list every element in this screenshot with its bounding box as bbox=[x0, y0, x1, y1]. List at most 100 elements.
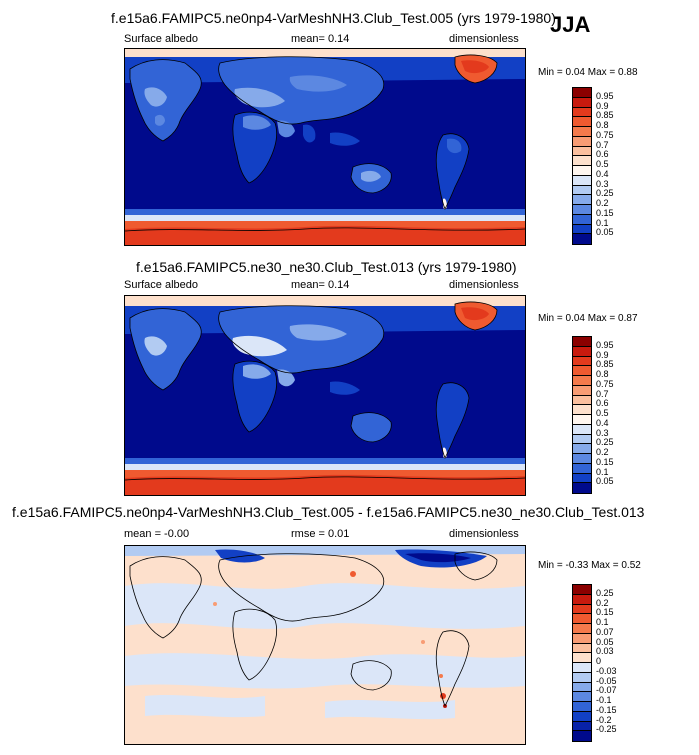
colorbar-tick-label: 0.9 bbox=[596, 349, 609, 360]
colorbar-swatch bbox=[573, 175, 591, 186]
colorbar-swatch bbox=[573, 633, 591, 644]
colorbar-tick-label: 0.03 bbox=[596, 646, 614, 657]
panel2-map bbox=[124, 295, 526, 496]
colorbar-tick-label: 0.7 bbox=[596, 139, 609, 150]
colorbar-swatch bbox=[573, 424, 591, 435]
colorbar-tick-label: 0.95 bbox=[596, 339, 614, 350]
colorbar-tick-label: 0.1 bbox=[596, 617, 609, 627]
colorbar-swatch bbox=[573, 721, 591, 732]
colorbar-swatch bbox=[573, 614, 591, 624]
colorbar-tick-label: -0.03 bbox=[596, 665, 617, 676]
colorbar-tick-label: 0.2 bbox=[596, 597, 609, 608]
colorbar-tick-label: 0.1 bbox=[596, 466, 609, 477]
colorbar-swatch bbox=[573, 692, 591, 702]
panel2-colorbar-labels: 0.95 0.9 0.85 0.8 0.75 0.7 0.6 0.5 0.4 0.3 0.25 0.2… bbox=[596, 336, 636, 492]
colorbar-swatch bbox=[573, 356, 591, 367]
colorbar-tick-label: 0.85 bbox=[596, 359, 614, 370]
colorbar-tick-label: 0.8 bbox=[596, 120, 609, 130]
panel2-colorbar bbox=[572, 336, 592, 494]
colorbar-tick-label: -0.15 bbox=[596, 704, 617, 715]
colorbar-tick-label: -0.1 bbox=[596, 695, 612, 705]
colorbar-swatch bbox=[573, 195, 591, 205]
colorbar-tick-label: 0.5 bbox=[596, 159, 609, 169]
panel3-title: f.e15a6.FAMIPC5.ne0np4-VarMeshNH3.Club_T… bbox=[12, 504, 645, 520]
colorbar-swatch bbox=[573, 166, 591, 176]
colorbar-swatch bbox=[573, 682, 591, 693]
panel3-units-label: dimensionless bbox=[449, 528, 519, 540]
colorbar-swatch bbox=[573, 97, 591, 108]
colorbar-swatch bbox=[573, 346, 591, 357]
colorbar-tick-label: 0.2 bbox=[596, 198, 609, 208]
panel1-title: f.e15a6.FAMIPC5.ne0np4-VarMeshNH3.Club_T… bbox=[111, 10, 556, 26]
colorbar-tick-label: 0.9 bbox=[596, 100, 609, 111]
colorbar-tick-label: -0.05 bbox=[596, 675, 617, 686]
panel3-map bbox=[124, 545, 526, 745]
colorbar-swatch bbox=[573, 624, 591, 634]
panel2-variable-label: Surface albedo bbox=[124, 279, 198, 291]
colorbar-swatch bbox=[573, 146, 591, 157]
colorbar-tick-label: 0.3 bbox=[596, 427, 609, 438]
colorbar-tick-label: 0.6 bbox=[596, 398, 609, 409]
colorbar-tick-label: 0.4 bbox=[596, 417, 609, 428]
colorbar-tick-label: 0.2 bbox=[596, 447, 609, 457]
panel1-variable-label: Surface albedo bbox=[124, 33, 198, 45]
colorbar-swatch bbox=[573, 473, 591, 484]
colorbar-tick-label: 0.25 bbox=[596, 188, 614, 199]
colorbar-swatch bbox=[573, 205, 591, 215]
colorbar-swatch bbox=[573, 594, 591, 605]
colorbar-tick-label: 0.75 bbox=[596, 129, 614, 140]
panel3-mean-label: mean = -0.00 bbox=[124, 528, 190, 540]
panel2-minmax: Min = 0.04 Max = 0.87 bbox=[538, 313, 638, 324]
colorbar-tick-label: 0.05 bbox=[596, 227, 614, 238]
colorbar-tick-label: 0.15 bbox=[596, 207, 614, 218]
colorbar-tick-label: 0.15 bbox=[596, 607, 614, 618]
colorbar-swatch bbox=[573, 366, 591, 376]
colorbar-tick-label: -0.2 bbox=[596, 714, 612, 725]
colorbar-swatch bbox=[573, 643, 591, 654]
colorbar-tick-label: 0.6 bbox=[596, 149, 609, 160]
colorbar-tick-label: 0.05 bbox=[596, 636, 614, 647]
colorbar-tick-label: 0.25 bbox=[596, 587, 614, 598]
colorbar-tick-label: 0.07 bbox=[596, 626, 614, 637]
colorbar-swatch bbox=[573, 405, 591, 415]
panel1-mean-label: mean= 0.14 bbox=[291, 33, 350, 45]
colorbar-swatch bbox=[573, 214, 591, 225]
panel1-units-label: dimensionless bbox=[449, 33, 519, 45]
colorbar-swatch bbox=[573, 337, 591, 347]
colorbar-swatch bbox=[573, 88, 591, 98]
panel1-minmax: Min = 0.04 Max = 0.88 bbox=[538, 67, 638, 78]
colorbar-tick-label: 0.1 bbox=[596, 217, 609, 228]
colorbar-swatch bbox=[573, 156, 591, 166]
colorbar-swatch bbox=[573, 234, 591, 244]
colorbar-swatch bbox=[573, 483, 591, 493]
colorbar-swatch bbox=[573, 185, 591, 196]
colorbar-tick-label: 0.85 bbox=[596, 110, 614, 121]
colorbar-tick-label: 0.4 bbox=[596, 168, 609, 179]
colorbar-swatch bbox=[573, 454, 591, 464]
colorbar-tick-label: 0 bbox=[596, 656, 602, 666]
colorbar-swatch bbox=[573, 136, 591, 147]
colorbar-swatch bbox=[573, 672, 591, 683]
panel2-mean-label: mean= 0.14 bbox=[291, 279, 350, 291]
colorbar-swatch bbox=[573, 604, 591, 615]
season-label: JJA bbox=[550, 12, 591, 37]
colorbar-swatch bbox=[573, 585, 591, 595]
panel2-title: f.e15a6.FAMIPC5.ne30_ne30.Club_Test.013 … bbox=[136, 259, 517, 275]
panel1-map bbox=[124, 48, 526, 246]
panel2-units-label: dimensionless bbox=[449, 279, 519, 291]
panel3-colorbar bbox=[572, 584, 592, 742]
colorbar-swatch bbox=[573, 415, 591, 425]
colorbar-tick-label: -0.25 bbox=[596, 724, 617, 735]
colorbar-swatch bbox=[573, 702, 591, 712]
colorbar-swatch bbox=[573, 385, 591, 396]
colorbar-tick-label: 0.25 bbox=[596, 437, 614, 448]
colorbar-tick-label: 0.05 bbox=[596, 476, 614, 487]
colorbar-swatch bbox=[573, 653, 591, 663]
panel3-minmax: Min = -0.33 Max = 0.52 bbox=[538, 560, 641, 571]
colorbar-swatch bbox=[573, 127, 591, 137]
colorbar-swatch bbox=[573, 711, 591, 722]
colorbar-tick-label: 0.3 bbox=[596, 178, 609, 189]
colorbar-tick-label: -0.07 bbox=[596, 685, 617, 696]
colorbar-tick-label: 0.15 bbox=[596, 456, 614, 467]
panel1-colorbar bbox=[572, 87, 592, 245]
